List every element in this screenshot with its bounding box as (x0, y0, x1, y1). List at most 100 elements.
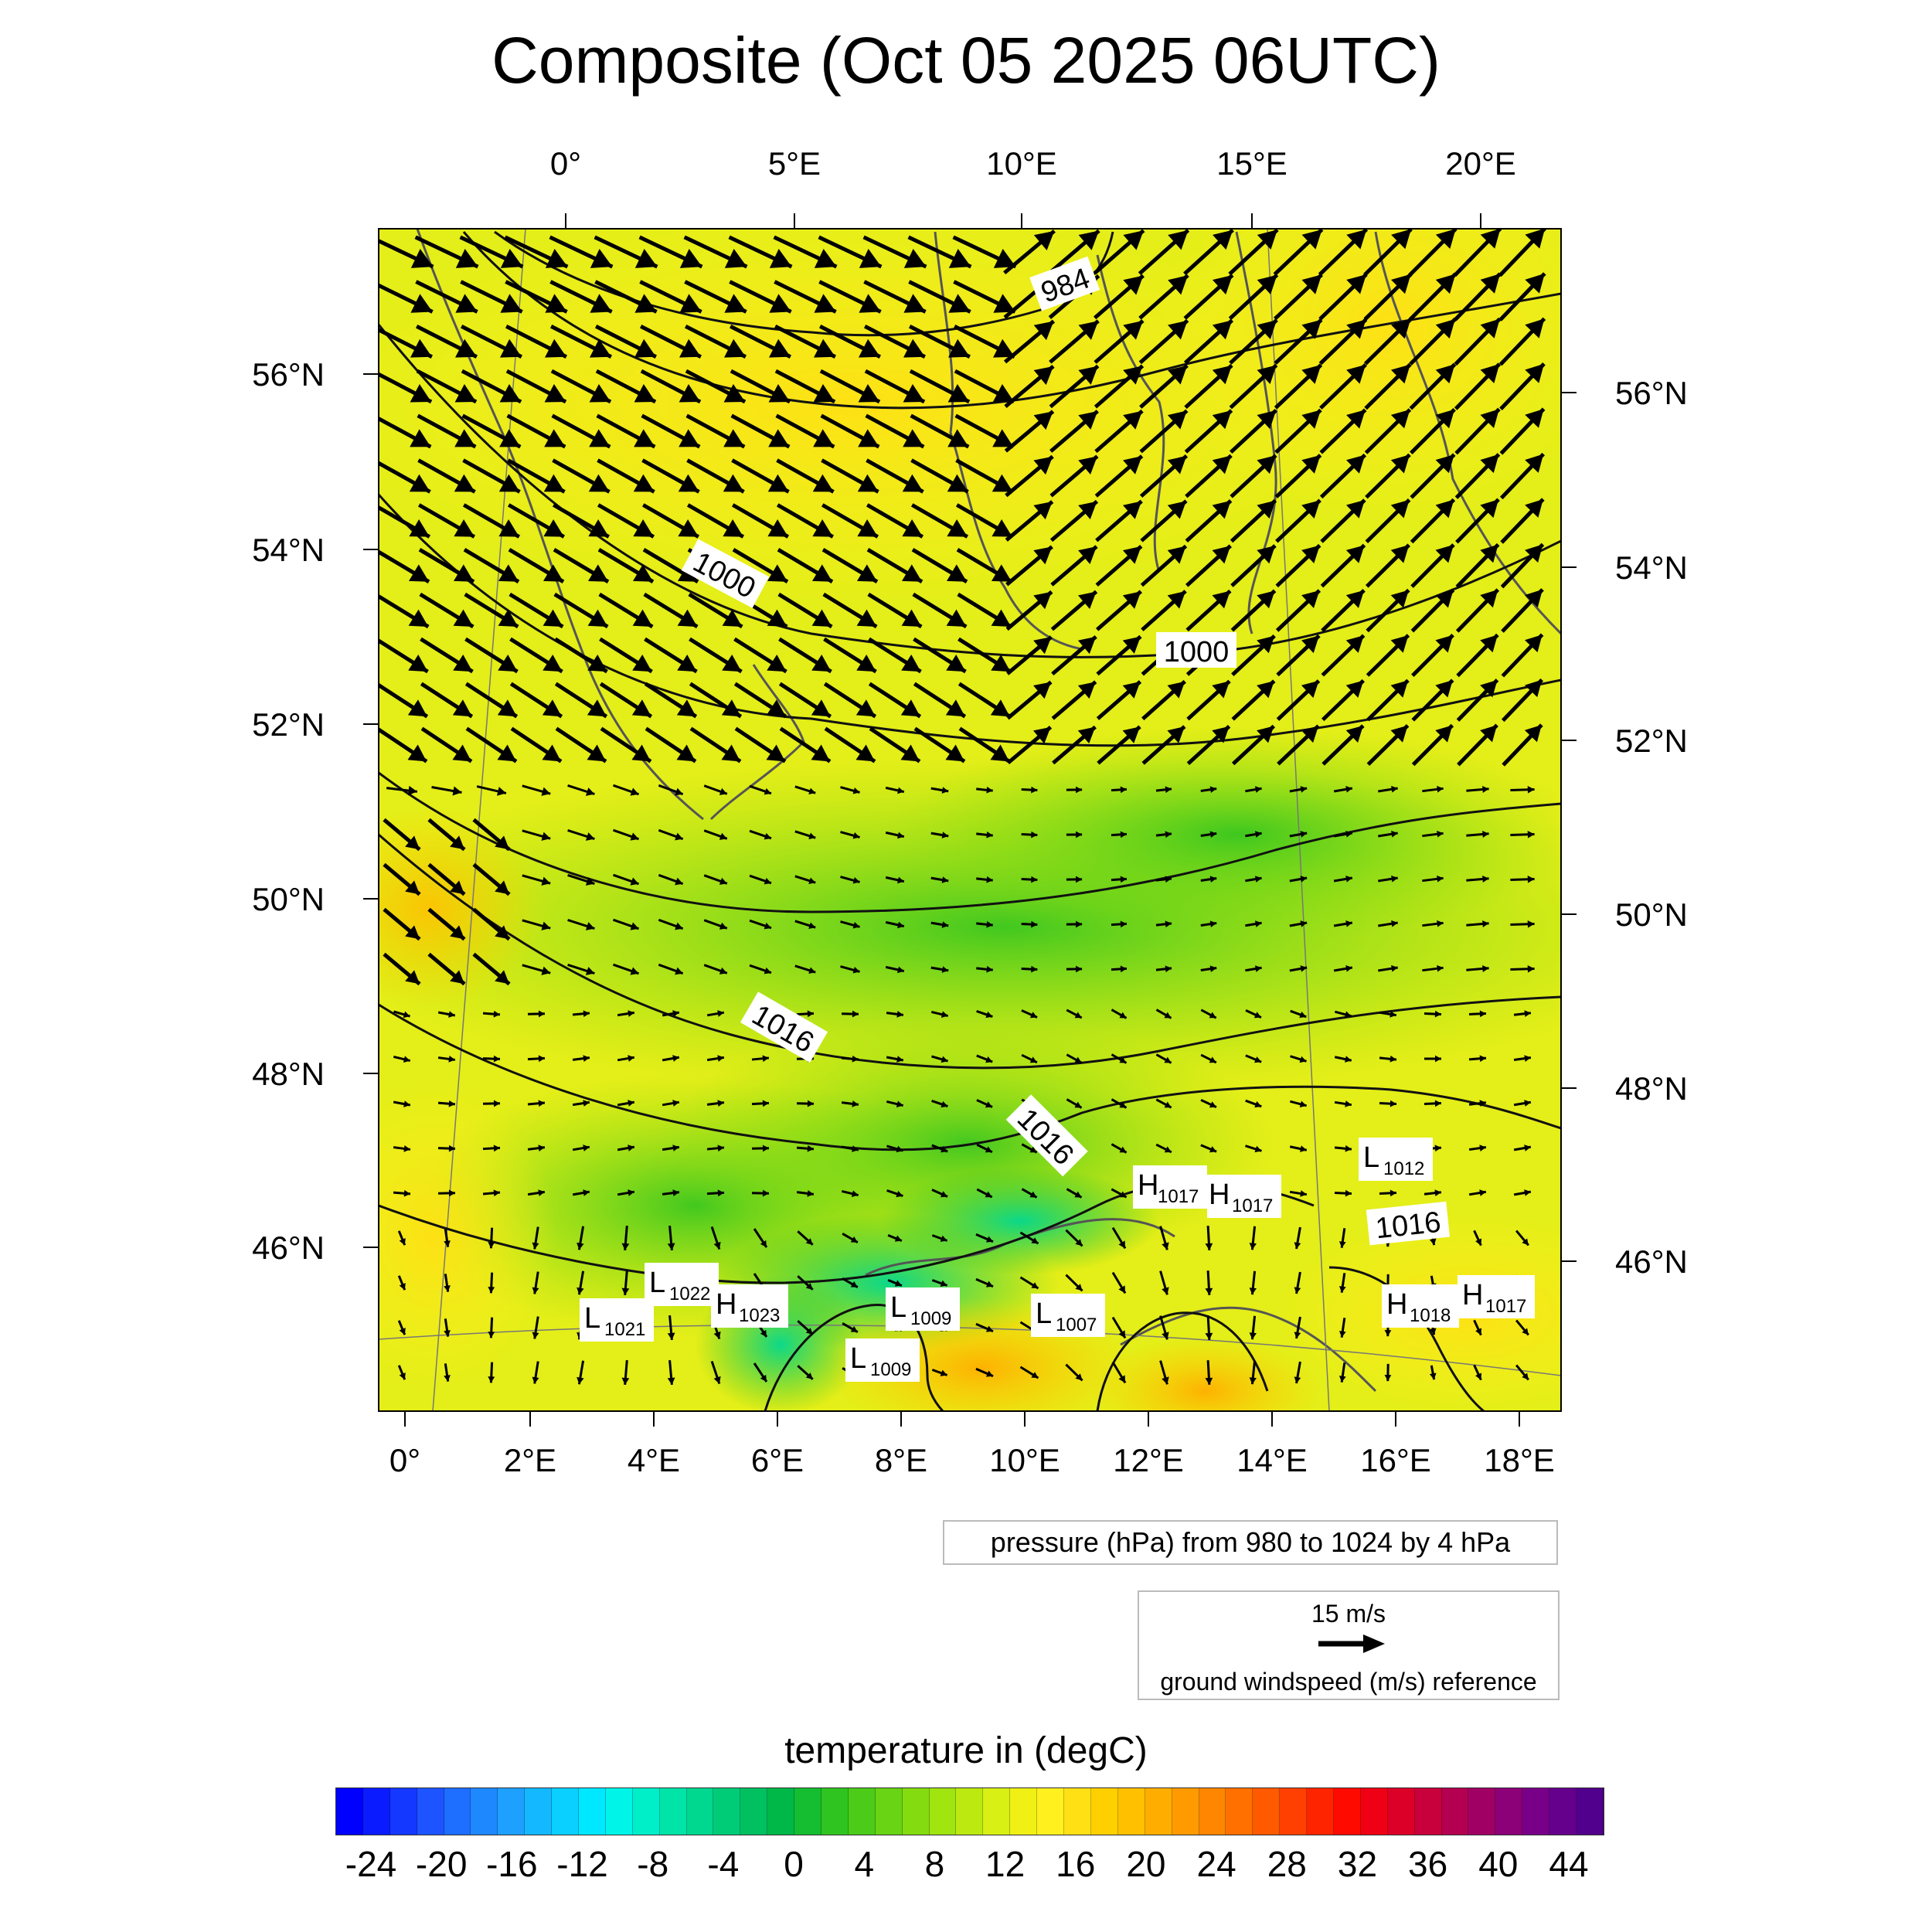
wind-vector-head (992, 429, 1014, 447)
wind-vector-head (1212, 365, 1232, 385)
wind-vector-head (852, 967, 860, 974)
wind-vector-head (1300, 920, 1308, 927)
wind-vector-head (1123, 320, 1143, 340)
wind-vector-head (493, 1189, 500, 1197)
colorbar-swatch (929, 1788, 957, 1835)
wind-vector-head (948, 248, 971, 268)
wind-vector-head (1479, 1145, 1486, 1151)
wind-vector-head (1346, 274, 1366, 294)
wind-vector-head (985, 1325, 994, 1332)
wind-vector-head (1437, 964, 1444, 972)
wind-vector-head (903, 294, 926, 313)
pressure-system-marker: L 1021 (580, 1298, 654, 1342)
wind-vector-head (1525, 229, 1546, 249)
wind-vector-head (760, 1374, 767, 1383)
wind-vector-head (1480, 274, 1501, 294)
colorbar-title: temperature in (degC) (784, 1730, 1148, 1771)
wind-vector-head (1074, 1012, 1082, 1019)
wind-vector-head (1123, 366, 1143, 385)
wind-vector-head (1078, 230, 1100, 250)
wind-vector-head (667, 1332, 675, 1340)
wind-vector-head (493, 1100, 500, 1107)
wind-vector-head (538, 1189, 545, 1196)
wind-vector-head (676, 699, 696, 717)
wind-vector-head (679, 384, 701, 403)
wind-vector-head (723, 474, 744, 492)
wind-vector-head (1482, 920, 1489, 927)
wind-vector-head (941, 876, 949, 883)
wind-vector-head (403, 1056, 410, 1063)
isobar-label: 1016 (1366, 1201, 1451, 1246)
wind-vector-head (1390, 680, 1409, 698)
pressure-system-marker: H 1017 (1133, 1165, 1207, 1209)
wind-vector-head (1123, 410, 1143, 430)
wind-vector-head (621, 1243, 630, 1250)
wind-vector-head (903, 429, 924, 447)
colorbar-swatch (875, 1788, 903, 1835)
wind-vector-head (405, 835, 420, 850)
wind-vector-head (1120, 786, 1127, 794)
wind-vector-head (940, 1146, 948, 1153)
lat-label: 48°N (252, 1056, 325, 1092)
wind-vector-head (1209, 1056, 1216, 1063)
lon-label: 14°E (1236, 1442, 1308, 1478)
wind-vector-head (713, 1376, 721, 1384)
lat-label: 56°N (252, 356, 325, 393)
colorbar-label: 8 (924, 1844, 945, 1884)
colorbar-swatch (336, 1788, 363, 1835)
colorbar-label: 32 (1337, 1844, 1378, 1884)
wind-vector-head (585, 832, 595, 841)
wind-vector-head (1033, 682, 1051, 699)
wind-vector-head (488, 1242, 495, 1249)
wind-vector-head (1119, 1101, 1127, 1108)
wind-vector-head (811, 744, 830, 762)
colorbar-swatch (389, 1788, 417, 1835)
wind-reference-speed: 15 m/s (1311, 1600, 1386, 1628)
lon-label: 0° (550, 145, 581, 182)
wind-vector-head (946, 609, 967, 627)
wind-vector-head (900, 744, 920, 762)
wind-vector-head (1525, 454, 1544, 473)
wind-vector-head (1389, 1011, 1396, 1018)
wind-vector-head (1345, 785, 1352, 793)
wind-vector-head (1435, 590, 1454, 608)
pressure-system-markers: L 1012 H 1017 H 1017 L 1022 L 1021 H 102… (580, 1138, 1535, 1382)
wind-vector-head (940, 1011, 948, 1018)
wind-vector-head (500, 248, 523, 268)
lat-label: 50°N (252, 881, 325, 917)
svg-text:1018: 1018 (1410, 1305, 1451, 1326)
wind-vector-head (1525, 409, 1544, 428)
wind-vector-head (407, 699, 427, 717)
wind-vector-head (1168, 320, 1188, 340)
colorbar-swatch (848, 1788, 876, 1835)
right-latitude-labels: 56°N 54°N 52°N 50°N 48°N 46°N (1615, 375, 1688, 1280)
wind-vector-head (1167, 455, 1187, 474)
wind-vector-head (1033, 366, 1054, 386)
wind-vector-head (583, 1189, 590, 1196)
wind-vector-head (1033, 411, 1053, 430)
wind-vector-head (1522, 1372, 1529, 1380)
wind-vector-head (633, 564, 654, 582)
wind-vector-head (407, 744, 427, 762)
wind-vector-head (1480, 229, 1501, 249)
wind-vector-head (538, 1055, 545, 1063)
colorbar-swatch (1172, 1788, 1199, 1835)
svg-text:1007: 1007 (1056, 1315, 1097, 1335)
wind-vector-head (945, 699, 965, 717)
wind-vector-head (1162, 1376, 1169, 1385)
wind-vector-head (852, 1145, 859, 1152)
wind-vector-head (1527, 875, 1535, 883)
wind-vector-head (1299, 1056, 1307, 1063)
svg-text:H: H (1386, 1288, 1407, 1321)
wind-vector-head (1212, 410, 1232, 430)
wind-vector-head (807, 1010, 814, 1018)
wind-vector-head (493, 1145, 500, 1152)
lon-label: 2°E (504, 1442, 556, 1478)
wind-vector-head (992, 384, 1015, 403)
wind-vector-head (1257, 590, 1275, 609)
wind-vector-head (993, 338, 1015, 358)
wind-vector-head (1391, 920, 1398, 927)
wind-vector-head (1434, 1100, 1441, 1107)
wind-vector-head (493, 1055, 500, 1063)
wind-vector-head (453, 609, 474, 627)
